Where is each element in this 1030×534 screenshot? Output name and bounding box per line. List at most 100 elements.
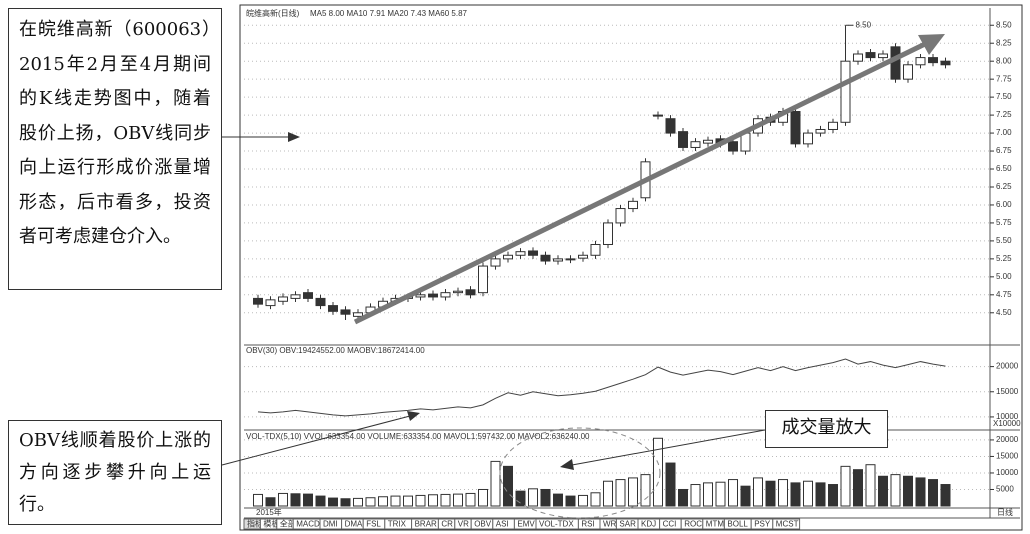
toolbar-label[interactable]: ASI	[496, 520, 509, 529]
volume-bar	[465, 492, 476, 507]
toolbar-label[interactable]: SAR	[619, 520, 636, 529]
candle-body	[603, 222, 613, 245]
y-tick-label: 10000	[996, 468, 1019, 477]
panel-title: VOL-TDX(5,10) VVOL:633354.00 VOLUME:6333…	[246, 432, 590, 441]
candle-body	[565, 258, 576, 261]
volume-bar	[478, 488, 488, 507]
candle-body	[553, 258, 563, 262]
y-tick-label: 5.25	[996, 254, 1012, 263]
toolbar-label[interactable]: FSL	[366, 520, 381, 529]
y-tick-label: 4.50	[996, 308, 1012, 317]
volume-bar	[690, 484, 701, 507]
toolbar-label[interactable]: BOLL	[727, 520, 748, 529]
toolbar-label[interactable]: DMI	[323, 520, 338, 529]
candle-body	[653, 114, 663, 117]
toolbar-label[interactable]: MACD	[296, 520, 320, 529]
candle-body	[890, 46, 901, 80]
candle-body	[790, 111, 801, 145]
volume-bar	[665, 462, 676, 507]
volume-bar	[340, 498, 351, 507]
toolbar-tab[interactable]	[772, 518, 801, 530]
unit-label: X10000	[993, 419, 1021, 428]
toolbar-label[interactable]: VOL-TDX	[539, 520, 574, 529]
volume-bar	[403, 495, 413, 507]
volume-bar	[740, 485, 751, 507]
y-tick-label: 15000	[996, 387, 1019, 396]
candle-body	[928, 57, 938, 64]
toolbar-label[interactable]: BRAR	[415, 520, 437, 529]
y-tick-label: 8.00	[996, 56, 1012, 65]
toolbar-label[interactable]: OBV	[474, 520, 492, 529]
candle-body	[515, 251, 526, 256]
volume-bar	[415, 494, 426, 507]
y-tick-label: 20000	[996, 362, 1019, 371]
toolbar-label[interactable]: PSY	[754, 520, 771, 529]
toolbar-label[interactable]: CR	[441, 520, 453, 529]
x-label: 2015年	[256, 507, 282, 517]
candle-body	[440, 292, 451, 298]
toolbar-label[interactable]: DMA	[345, 520, 363, 529]
volume-bar	[928, 479, 938, 507]
volume-bar	[903, 475, 913, 507]
volume-bar	[303, 493, 313, 507]
y-tick-label: 7.00	[996, 128, 1012, 137]
volume-bar	[753, 477, 763, 507]
volume-bar	[528, 488, 538, 507]
y-tick-label: 20000	[996, 435, 1019, 444]
candle-body	[490, 258, 501, 267]
toolbar-label[interactable]: 模板	[263, 519, 279, 529]
volume-bar	[940, 484, 951, 507]
toolbar-label[interactable]: VR	[458, 520, 469, 529]
volume-bar	[840, 465, 851, 507]
toolbar-label[interactable]: WR	[603, 520, 617, 529]
volume-bar	[653, 437, 663, 507]
note: 在皖维高新（600063）2015年2月至4月期间的K线走势图中，随着股价上扬，…	[8, 8, 222, 290]
toolbar-label[interactable]: CCI	[663, 520, 677, 529]
volume-bar	[803, 480, 813, 507]
candle-body	[903, 64, 913, 80]
volume-bar	[778, 479, 788, 507]
candle-body	[865, 52, 876, 59]
volume-bar	[265, 497, 276, 507]
candle-body	[540, 254, 551, 262]
toolbar-label[interactable]: ROC	[684, 520, 702, 529]
candle-body	[803, 132, 813, 145]
y-tick-label: 7.75	[996, 74, 1012, 83]
candle-body	[615, 208, 626, 224]
candle-body	[828, 121, 838, 130]
candle-body	[853, 53, 863, 62]
y-tick-label: 6.50	[996, 164, 1012, 173]
candle-body	[878, 53, 888, 59]
candle-body	[578, 254, 588, 259]
y-tick-label: 5.00	[996, 272, 1012, 281]
volume-bar	[828, 484, 838, 507]
toolbar-label[interactable]: MCST	[776, 520, 799, 529]
volume-bar	[890, 474, 901, 507]
candle-body	[303, 292, 313, 299]
candle-body	[628, 200, 638, 210]
toolbar-label[interactable]: RSI	[581, 520, 594, 529]
candle-body	[528, 250, 538, 256]
candle-body	[940, 60, 951, 66]
toolbar-label[interactable]: 指标	[247, 519, 263, 529]
toolbar-label[interactable]: TRIX	[388, 520, 407, 529]
candle-body	[590, 243, 601, 256]
volume-bar	[390, 495, 401, 507]
note: 成交量放大	[765, 410, 888, 448]
y-tick-label: 8.50	[996, 20, 1012, 29]
toolbar-label[interactable]: EMV	[517, 520, 535, 529]
candle-body	[665, 118, 676, 134]
panel-title: OBV(30) OBV:19424552.00 MAOBV:18672414.0…	[246, 346, 425, 355]
highlight-ellipse	[499, 427, 661, 519]
volume-bar	[428, 494, 438, 507]
toolbar-label[interactable]: 全部	[280, 519, 296, 529]
y-tick-label: 6.25	[996, 182, 1012, 191]
candle-body	[728, 141, 738, 152]
legend-text: MA5 8.00 MA10 7.91 MA20 7.43 MA60 5.87	[310, 9, 468, 18]
volume-bar	[678, 488, 688, 507]
candle-body	[465, 289, 476, 296]
toolbar-label[interactable]: MTM	[706, 520, 725, 529]
toolbar-label[interactable]: KDJ	[641, 520, 656, 529]
candle-body	[278, 296, 288, 302]
